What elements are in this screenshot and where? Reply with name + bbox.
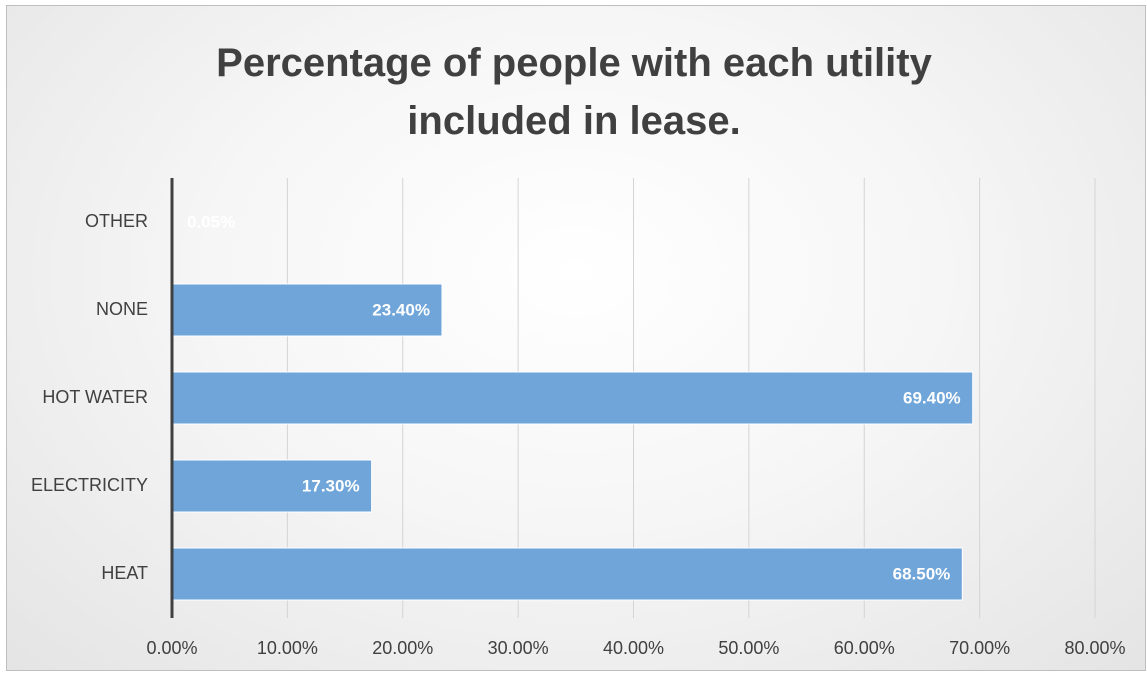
x-tick-label: 20.00% [372, 638, 433, 658]
x-tick-label: 70.00% [949, 638, 1010, 658]
value-label: 69.40% [903, 388, 961, 407]
value-label: 23.40% [372, 300, 430, 319]
bar [171, 459, 373, 513]
y-tick-label: HEAT [101, 563, 148, 583]
value-label: 0.05% [187, 212, 235, 231]
value-label: 68.50% [893, 564, 951, 583]
x-tick-label: 10.00% [257, 638, 318, 658]
x-tick-label: 30.00% [488, 638, 549, 658]
x-tick-label: 50.00% [718, 638, 779, 658]
x-tick-label: 0.00% [146, 638, 197, 658]
y-tick-label: HOT WATER [42, 387, 148, 407]
y-tick-label: NONE [96, 299, 148, 319]
y-tick-label: ELECTRICITY [31, 475, 148, 495]
chart-title: Percentage of people with each utility i… [216, 41, 932, 143]
x-tick-label: 80.00% [1064, 638, 1125, 658]
bar [171, 371, 974, 425]
value-label: 17.30% [302, 476, 360, 495]
x-tick-label: 60.00% [834, 638, 895, 658]
y-tick-label: OTHER [85, 211, 148, 231]
x-tick-label: 40.00% [603, 638, 664, 658]
bar [171, 283, 443, 337]
bar [171, 547, 963, 601]
